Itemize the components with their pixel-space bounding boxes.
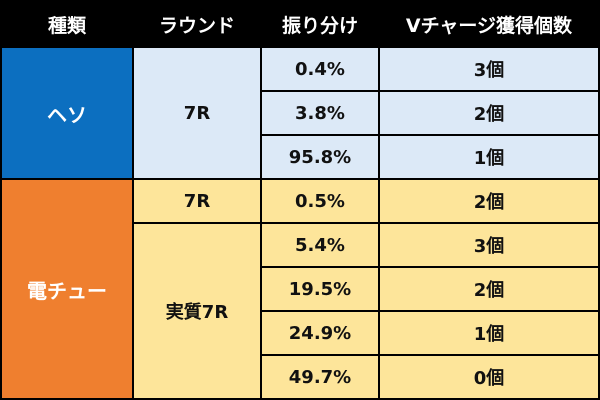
vcharge-cell: 1個 [380,312,598,354]
table-row: 実質7R 5.4% 3個 [2,224,598,398]
round-cell: 7R [134,180,260,222]
table-row: ヘソ 7R 0.4% 3個 [2,48,598,178]
share-cell: 95.8% [262,136,378,178]
category-denchu: 電チュー [2,180,132,398]
table-row: 3.8% 2個 [2,92,598,134]
header-row: 種類 ラウンド 振り分け Vチャージ獲得個数 [2,2,598,46]
header-type: 種類 [2,2,132,46]
category-heso: ヘソ [2,48,132,178]
vcharge-cell: 3個 [380,224,598,266]
share-cell: 5.4% [262,224,378,266]
header-vcharge: Vチャージ獲得個数 [380,2,598,46]
table-row: 95.8% 1個 [2,136,598,178]
vcharge-cell: 2個 [380,180,598,222]
table-row: 電チュー 7R 0.5% 2個 [2,180,598,398]
header-share: 振り分け [262,2,378,46]
table-row: 49.7% 0個 [2,356,598,398]
vcharge-cell: 0個 [380,356,598,398]
vcharge-cell: 2個 [380,92,598,134]
share-cell: 0.5% [262,180,378,222]
table-row: 24.9% 1個 [2,312,598,354]
share-cell: 3.8% [262,92,378,134]
round-cell: 7R [134,48,260,178]
vcharge-cell: 1個 [380,136,598,178]
share-cell: 19.5% [262,268,378,310]
share-cell: 49.7% [262,356,378,398]
header-round: ラウンド [134,2,260,46]
round-cell: 実質7R [134,224,260,398]
vcharge-cell: 2個 [380,268,598,310]
share-cell: 0.4% [262,48,378,90]
share-cell: 24.9% [262,312,378,354]
vcharge-cell: 3個 [380,48,598,90]
table-row: 19.5% 2個 [2,268,598,310]
